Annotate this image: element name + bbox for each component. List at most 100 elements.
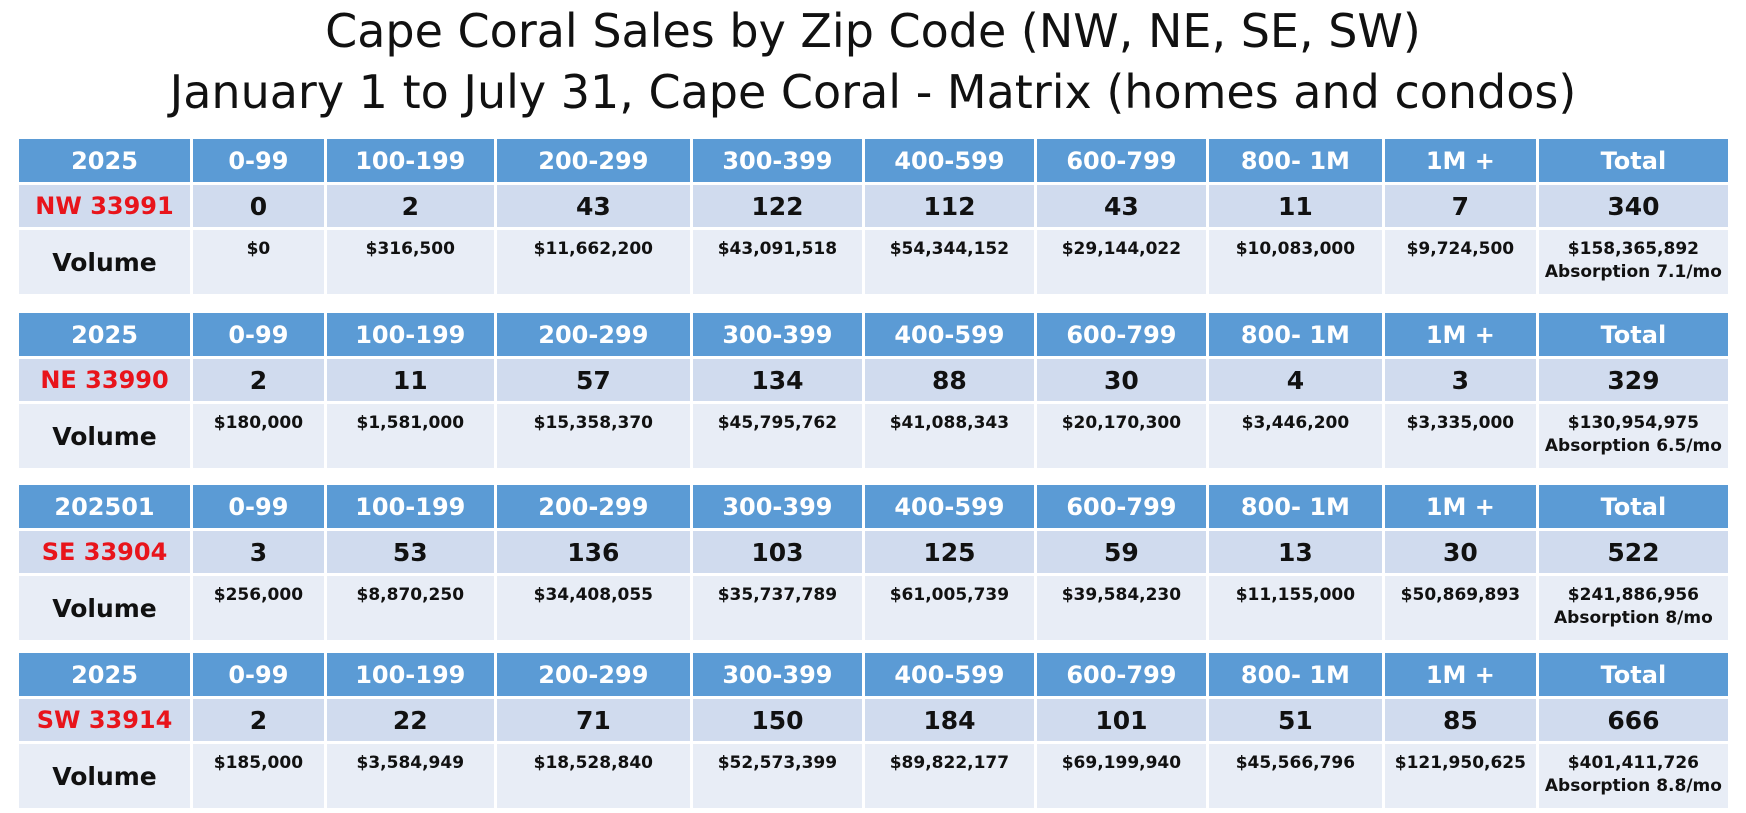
col-header-total: Total	[1538, 485, 1728, 528]
header-row: 2025 0-99 100-199 200-299 300-399 400-599 600-…	[19, 313, 1728, 356]
count-300-399: 150	[692, 699, 862, 741]
volume-800-1m: $3,446,200	[1208, 404, 1382, 468]
year-header: 2025	[19, 653, 191, 696]
count-0-99: 2	[193, 359, 324, 401]
volume-600-799: $69,199,940	[1036, 744, 1206, 808]
col-header-0-99: 0-99	[193, 653, 324, 696]
col-header-600-799: 600-799	[1036, 653, 1206, 696]
volume-total-value: $158,365,892	[1567, 239, 1699, 259]
count-1m-plus: 30	[1384, 531, 1536, 573]
count-0-99: 2	[193, 699, 324, 741]
col-header-100-199: 100-199	[326, 485, 494, 528]
count-0-99: 0	[193, 185, 324, 227]
count-600-799: 30	[1036, 359, 1206, 401]
year-header: 202501	[19, 485, 191, 528]
count-row: SW 33914 2 22 71 150 184 101 51 85 666	[19, 699, 1728, 741]
volume-300-399: $35,737,789	[692, 576, 862, 640]
volume-800-1m: $11,155,000	[1208, 576, 1382, 640]
count-800-1m: 51	[1208, 699, 1382, 741]
volume-0-99: $180,000	[193, 404, 324, 468]
count-100-199: 2	[326, 185, 494, 227]
count-total: 329	[1538, 359, 1728, 401]
volume-600-799: $39,584,230	[1036, 576, 1206, 640]
col-header-300-399: 300-399	[692, 653, 862, 696]
count-600-799: 43	[1036, 185, 1206, 227]
col-header-total: Total	[1538, 313, 1728, 356]
col-header-800-1m: 800- 1M	[1208, 313, 1382, 356]
count-100-199: 11	[326, 359, 494, 401]
col-header-400-599: 400-599	[864, 313, 1034, 356]
col-header-200-299: 200-299	[496, 653, 690, 696]
volume-total: $401,411,726 Absorption 8.8/mo	[1538, 744, 1728, 808]
count-800-1m: 4	[1208, 359, 1382, 401]
count-1m-plus: 3	[1384, 359, 1536, 401]
volume-total-value: $241,886,956	[1567, 585, 1699, 605]
volume-label: Volume	[19, 404, 191, 468]
header-row: 2025 0-99 100-199 200-299 300-399 400-599 600-…	[19, 139, 1728, 182]
col-header-100-199: 100-199	[326, 313, 494, 356]
volume-300-399: $43,091,518	[692, 230, 862, 294]
volume-100-199: $1,581,000	[326, 404, 494, 468]
volume-400-599: $89,822,177	[864, 744, 1034, 808]
count-400-599: 184	[864, 699, 1034, 741]
sales-table-ne: 2025 0-99 100-199 200-299 300-399 400-599 600-…	[16, 310, 1731, 471]
col-header-800-1m: 800- 1M	[1208, 139, 1382, 182]
volume-100-199: $8,870,250	[326, 576, 494, 640]
count-total: 522	[1538, 531, 1728, 573]
volume-1m-plus: $3,335,000	[1384, 404, 1536, 468]
count-600-799: 101	[1036, 699, 1206, 741]
volume-400-599: $61,005,739	[864, 576, 1034, 640]
volume-total-value: $130,954,975	[1567, 413, 1699, 433]
count-1m-plus: 7	[1384, 185, 1536, 227]
count-200-299: 57	[496, 359, 690, 401]
count-row: NE 33990 2 11 57 134 88 30 4 3 329	[19, 359, 1728, 401]
volume-total-value: $401,411,726	[1567, 753, 1699, 773]
col-header-600-799: 600-799	[1036, 485, 1206, 528]
col-header-200-299: 200-299	[496, 313, 690, 356]
volume-1m-plus: $50,869,893	[1384, 576, 1536, 640]
count-400-599: 125	[864, 531, 1034, 573]
volume-0-99: $0	[193, 230, 324, 294]
col-header-400-599: 400-599	[864, 139, 1034, 182]
year-header: 2025	[19, 139, 191, 182]
col-header-800-1m: 800- 1M	[1208, 485, 1382, 528]
count-100-199: 22	[326, 699, 494, 741]
count-300-399: 122	[692, 185, 862, 227]
volume-1m-plus: $9,724,500	[1384, 230, 1536, 294]
title-line-1: Cape Coral Sales by Zip Code (NW, NE, SE…	[325, 4, 1421, 58]
volume-800-1m: $45,566,796	[1208, 744, 1382, 808]
col-header-400-599: 400-599	[864, 653, 1034, 696]
count-600-799: 59	[1036, 531, 1206, 573]
col-header-800-1m: 800- 1M	[1208, 653, 1382, 696]
col-header-0-99: 0-99	[193, 139, 324, 182]
volume-600-799: $20,170,300	[1036, 404, 1206, 468]
volume-200-299: $15,358,370	[496, 404, 690, 468]
zip-label: SE 33904	[19, 531, 191, 573]
count-800-1m: 11	[1208, 185, 1382, 227]
header-row: 202501 0-99 100-199 200-299 300-399 400-599 60…	[19, 485, 1728, 528]
count-100-199: 53	[326, 531, 494, 573]
volume-0-99: $256,000	[193, 576, 324, 640]
sales-table-se: 202501 0-99 100-199 200-299 300-399 400-599 60…	[16, 482, 1731, 643]
volume-row: Volume $256,000 $8,870,250 $34,408,055 $35,7…	[19, 576, 1728, 640]
zip-label: NW 33991	[19, 185, 191, 227]
absorption-rate: Absorption 7.1/mo	[1544, 262, 1722, 282]
volume-label: Volume	[19, 744, 191, 808]
header-row: 2025 0-99 100-199 200-299 300-399 400-599 600-…	[19, 653, 1728, 696]
col-header-0-99: 0-99	[193, 485, 324, 528]
count-200-299: 71	[496, 699, 690, 741]
absorption-rate: Absorption 8/mo	[1554, 608, 1713, 628]
year-header: 2025	[19, 313, 191, 356]
count-800-1m: 13	[1208, 531, 1382, 573]
count-0-99: 3	[193, 531, 324, 573]
col-header-total: Total	[1538, 139, 1728, 182]
col-header-100-199: 100-199	[326, 653, 494, 696]
volume-400-599: $41,088,343	[864, 404, 1034, 468]
col-header-600-799: 600-799	[1036, 139, 1206, 182]
sales-table-sw: 2025 0-99 100-199 200-299 300-399 400-599 600-…	[16, 650, 1731, 811]
volume-300-399: $45,795,762	[692, 404, 862, 468]
count-total: 340	[1538, 185, 1728, 227]
count-400-599: 112	[864, 185, 1034, 227]
col-header-200-299: 200-299	[496, 485, 690, 528]
count-200-299: 43	[496, 185, 690, 227]
